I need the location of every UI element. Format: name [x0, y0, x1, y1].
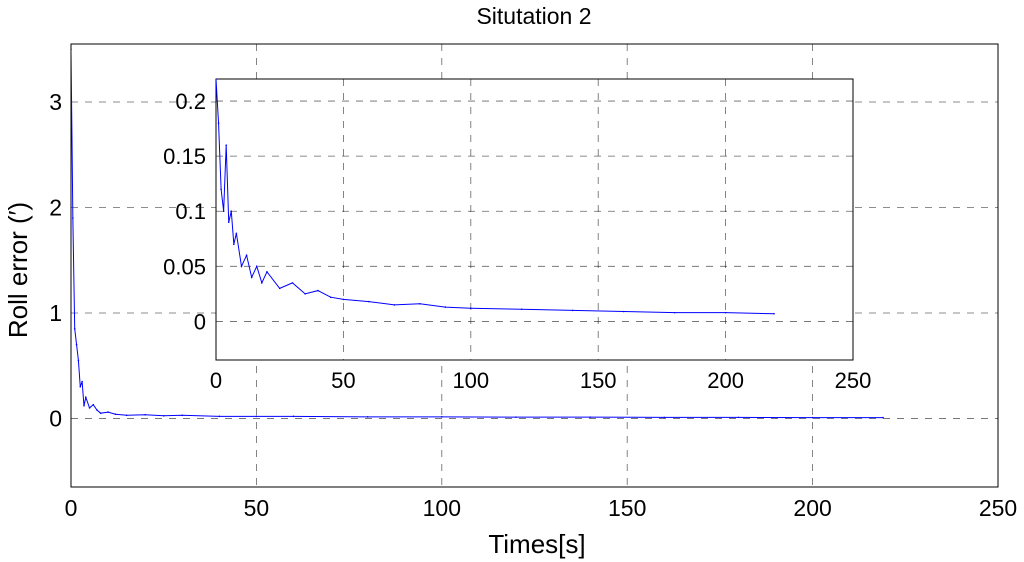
main-y-tick-label: 2	[49, 194, 62, 220]
main-data-point	[144, 413, 146, 416]
main-data-point	[96, 409, 98, 411]
inset-y-tick-label: 0	[194, 309, 206, 334]
main-data-point	[85, 396, 87, 399]
inset-data-point	[622, 310, 625, 313]
main-x-tick-label: 200	[793, 495, 831, 521]
inset-data-point	[773, 312, 775, 315]
inset-data-point	[673, 311, 676, 314]
inset-y-tick-label: 0.15	[163, 144, 206, 169]
inset-data-point	[317, 289, 319, 292]
main-data-point	[88, 407, 91, 409]
inset-data-point	[255, 265, 258, 268]
inset-data-point	[291, 282, 294, 284]
inset-data-point	[342, 298, 345, 301]
main-data-point	[882, 416, 884, 419]
inset-data-point	[444, 306, 447, 308]
main-y-tick-label: 0	[49, 405, 62, 431]
inset-data-point	[724, 311, 727, 314]
inset-data-point	[329, 296, 332, 298]
inset-plot: 0 50 100 150 200 250 0 0.05 0.1 0.15 0.2	[163, 78, 871, 393]
main-data-point	[366, 416, 369, 418]
inset-data-point	[266, 271, 268, 273]
inset-data-point	[230, 210, 233, 213]
inset-data-point	[240, 265, 243, 268]
inset-x-tick-label: 100	[452, 368, 489, 393]
inset-axes-frame	[215, 78, 854, 361]
inset-data-point	[216, 79, 217, 80]
main-x-tick-label: 50	[244, 495, 270, 521]
main-data-point	[92, 403, 95, 406]
inset-data-point	[225, 144, 227, 146]
main-data-point	[589, 416, 591, 418]
main-data-point	[99, 412, 102, 414]
inset-data-point	[304, 293, 306, 295]
inset-data-point	[235, 232, 238, 235]
inset-x-tick-label: 50	[331, 368, 355, 393]
inset-x-tick-label: 150	[580, 368, 617, 393]
x-axis-label: Times[s]	[488, 529, 585, 559]
inset-data-point	[217, 122, 220, 124]
main-x-tick-label: 100	[423, 495, 461, 521]
inset-x-tick-label: 250	[835, 368, 872, 393]
inset-data-point	[222, 210, 225, 213]
main-data-point	[79, 385, 82, 388]
main-data-point	[292, 415, 295, 418]
inset-x-tick-label: 200	[707, 368, 744, 393]
main-data-point	[181, 414, 184, 417]
inset-data-point	[220, 188, 222, 190]
inset-data-point	[419, 303, 421, 305]
main-data-point	[81, 380, 83, 383]
main-data-point	[255, 415, 258, 418]
main-x-tick-label: 250	[979, 495, 1017, 521]
main-y-tick-label: 1	[49, 300, 62, 326]
inset-series-line	[216, 79, 775, 315]
inset-y-tick-label: 0.05	[163, 254, 206, 279]
main-data-point	[77, 359, 80, 362]
main-x-tick-label: 150	[608, 495, 646, 521]
main-x-tick-label: 0	[65, 495, 78, 521]
main-data-point	[75, 343, 78, 346]
inset-data-point	[250, 276, 253, 279]
main-data-point	[218, 415, 221, 418]
inset-data-point	[470, 307, 472, 310]
main-data-point	[83, 404, 85, 407]
main-data-point	[811, 416, 814, 419]
main-data-point	[125, 414, 128, 417]
inset-data-point	[278, 287, 281, 290]
inset-data-point	[368, 300, 370, 303]
inset-data-point	[520, 308, 523, 311]
inset-data-point	[227, 221, 230, 224]
inset-y-tick-label: 0.2	[175, 89, 206, 114]
main-data-point	[71, 48, 72, 51]
main-data-point	[162, 415, 165, 417]
main-data-point	[515, 416, 517, 418]
chart-title: Situtation 2	[476, 3, 591, 29]
inset-data-point	[393, 304, 396, 306]
inset-data-point	[571, 309, 574, 312]
inset-x-tick-label: 0	[210, 368, 222, 393]
main-data-point	[663, 416, 666, 419]
main-y-tick-label: 3	[49, 89, 62, 115]
main-data-point	[73, 327, 76, 330]
main-series-line	[71, 49, 884, 419]
inset-data-point	[261, 282, 263, 284]
inset-y-tick-label: 0.1	[175, 199, 206, 224]
main-data-point	[107, 411, 109, 413]
main-data-point	[441, 416, 443, 418]
y-axis-label: Roll error (′)	[3, 202, 33, 338]
main-data-point	[737, 416, 740, 419]
main-data-point	[114, 413, 117, 416]
main-data-point	[72, 217, 74, 219]
inset-data-point	[233, 243, 235, 246]
inset-data-point	[245, 254, 248, 257]
